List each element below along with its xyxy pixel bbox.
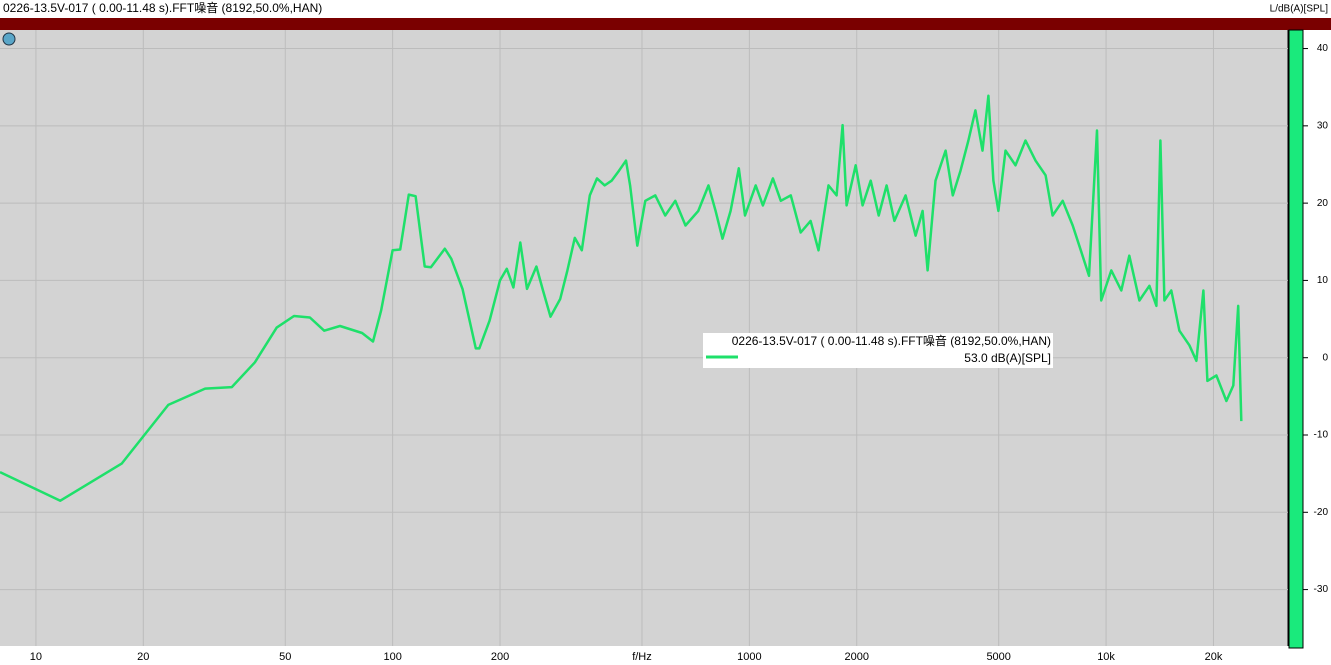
y-tick-label: 30 <box>1317 120 1329 131</box>
tick-labels: 10 20 50 100 200 f/Hz 1000 2000 5000 10k 20k-30-20… <box>30 43 1329 663</box>
x-tick-label: 1000 <box>737 651 761 663</box>
y-tick-label: -20 <box>1314 507 1329 518</box>
legend-entry: 0226-13.5V-017 ( 0.00-11.48 s).FFT噪音 (81… <box>732 333 1051 348</box>
x-tick-label: 2000 <box>844 651 868 663</box>
y-tick-label: 0 <box>1322 352 1328 363</box>
x-tick-label: 20k <box>1205 651 1223 663</box>
header-bar <box>0 18 1331 30</box>
x-tick-label: 5000 <box>986 651 1010 663</box>
legend-box <box>703 333 1053 368</box>
y-tick-label: 20 <box>1317 198 1329 209</box>
x-tick-label: 100 <box>383 651 401 663</box>
y-tick-label: -10 <box>1314 430 1329 441</box>
x-tick-label: 50 <box>279 651 291 663</box>
series <box>0 94 1243 502</box>
line-series <box>0 94 1243 502</box>
x-tick-label: 200 <box>491 651 509 663</box>
y-tick-label: -30 <box>1314 584 1329 595</box>
y-tick-label: 10 <box>1317 275 1329 286</box>
level-bar <box>1288 29 1304 649</box>
chart-title: 0226-13.5V-017 ( 0.00-11.48 s).FFT噪音 (81… <box>3 0 322 15</box>
plot-area <box>0 30 1288 646</box>
x-tick-label: 10k <box>1097 651 1115 663</box>
x-tick-label: 10 <box>30 651 42 663</box>
y-tick-label: 40 <box>1317 43 1329 54</box>
marker-icon[interactable] <box>2 32 16 46</box>
legend-value: 53.0 dB(A)[SPL] <box>964 351 1051 365</box>
legend: 0226-13.5V-017 ( 0.00-11.48 s).FFT噪音 (81… <box>703 333 1053 368</box>
x-tick-label: f/Hz <box>632 651 652 663</box>
x-tick-label: 20 <box>137 651 149 663</box>
y-axis-label: L/dB(A)[SPL] <box>1270 4 1329 15</box>
